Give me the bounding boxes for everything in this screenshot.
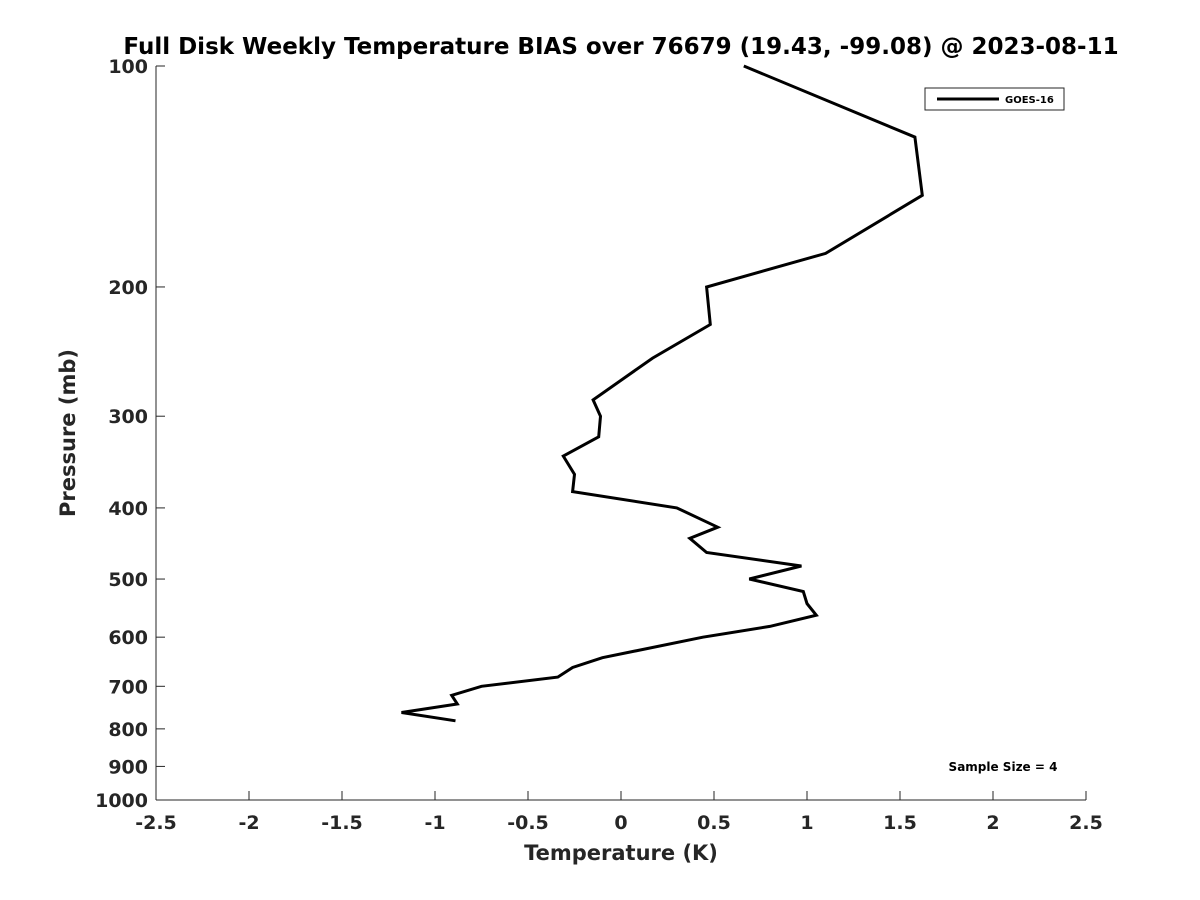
legend-entry-goes-16: GOES-16: [1005, 95, 1054, 106]
x-tick-label: 0: [614, 812, 627, 834]
y-tick-label: 100: [108, 56, 148, 78]
y-tick-label: 400: [108, 498, 148, 520]
y-tick-label: 800: [108, 719, 148, 741]
y-tick-label: 600: [108, 627, 148, 649]
x-axis-ticks: -2.5 -2 -1.5 -1 -0.5 0 0.5 1 1.5 2 2.5: [135, 791, 1103, 834]
x-tick-label: 0.5: [697, 812, 731, 834]
x-tick-label: -1: [424, 812, 445, 834]
x-tick-label: 2.5: [1069, 812, 1103, 834]
x-tick-label: 2: [986, 812, 999, 834]
x-axis-label: Temperature (K): [524, 841, 718, 865]
y-tick-label: 200: [108, 277, 148, 299]
series-line-goes-16: [401, 64, 924, 723]
legend: GOES-16: [924, 87, 1065, 111]
y-tick-label: 900: [108, 756, 148, 778]
x-tick-label: -2: [238, 812, 259, 834]
x-tick-label: 1.5: [883, 812, 917, 834]
chart-title: Full Disk Weekly Temperature BIAS over 7…: [123, 34, 1118, 60]
sample-size-annotation: Sample Size = 4: [949, 760, 1058, 774]
series-lines: [401, 64, 924, 723]
x-tick-label: -1.5: [321, 812, 363, 834]
y-axis-ticks: 100 200 300 400 500 600 700 800 900 1000: [95, 56, 165, 812]
x-tick-label: -0.5: [507, 812, 549, 834]
y-tick-label: 300: [108, 406, 148, 428]
y-tick-label: 1000: [95, 790, 148, 812]
y-axis-label: Pressure (mb): [56, 349, 80, 517]
x-tick-label: -2.5: [135, 812, 177, 834]
y-tick-label: 500: [108, 569, 148, 591]
y-tick-label: 700: [108, 676, 148, 698]
x-tick-label: 1: [800, 812, 813, 834]
